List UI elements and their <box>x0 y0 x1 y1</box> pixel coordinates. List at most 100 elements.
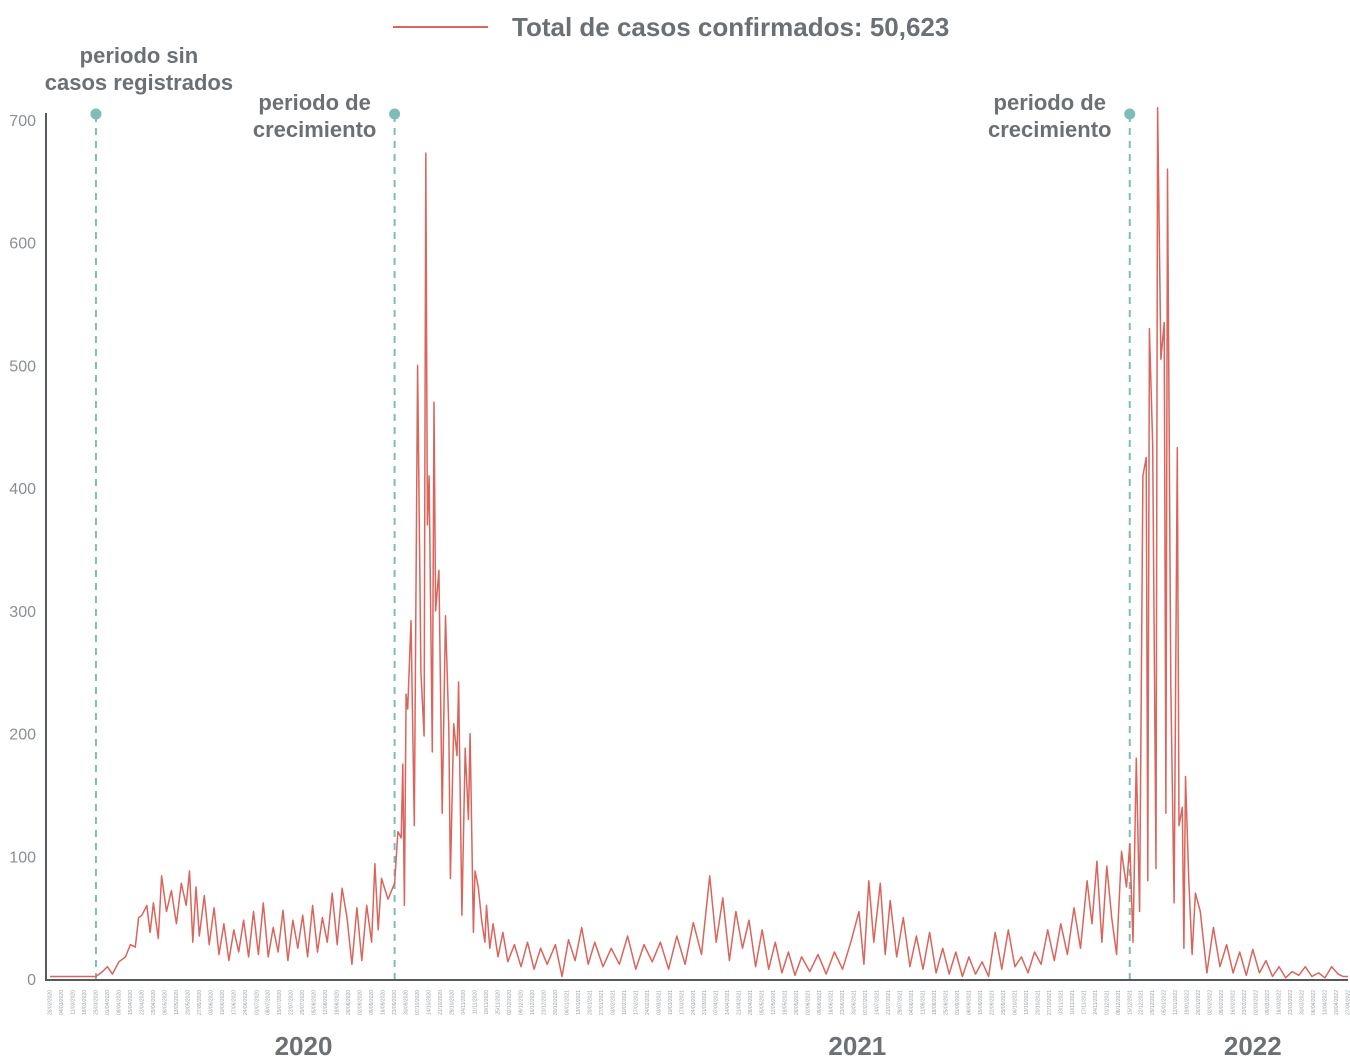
x-tick-label: 12/05/2021 <box>771 990 777 1015</box>
annotation-label: periodo de crecimiento <box>988 90 1112 142</box>
annotation-label: periodo sin casos registrados <box>45 43 233 95</box>
series <box>50 106 1348 979</box>
x-tick-label: 03/11/2021 <box>1058 990 1064 1015</box>
x-tick-label: 09/03/2022 <box>1265 990 1271 1015</box>
x-tick-label: 26/05/2021 <box>794 990 800 1015</box>
x-tick-label: 28/07/2021 <box>898 990 904 1015</box>
x-tick-label: 22/04/2020 <box>139 990 145 1015</box>
x-tick-label: 09/09/2020 <box>369 990 375 1015</box>
x-tick-label: 21/04/2021 <box>737 990 743 1015</box>
x-tick-label: 15/09/2021 <box>978 990 984 1015</box>
x-tick-label: 19/08/2020 <box>335 990 341 1015</box>
x-tick-label: 24/02/2021 <box>645 990 651 1015</box>
x-tick-label: 01/09/2021 <box>955 990 961 1015</box>
x-tick-label: 29/07/2020 <box>300 990 306 1015</box>
x-tick-labels: 26/02/2020 04/03/2020 11/03/2020 18/03/2020… <box>48 990 1350 1015</box>
x-tick-label: 02/12/2020 <box>507 990 513 1015</box>
x-tick-label: 29/12/2021 <box>1150 990 1156 1015</box>
x-tick-label: 15/07/2020 <box>277 990 283 1015</box>
x-tick-label: 11/03/2020 <box>70 990 76 1015</box>
x-tick-label: 02/03/2022 <box>1254 990 1260 1015</box>
year-label: 2022 <box>1224 1031 1282 1059</box>
x-tick-label: 05/01/2022 <box>1162 990 1168 1015</box>
series-line <box>50 106 1348 979</box>
x-tick-label: 17/02/2021 <box>633 990 639 1015</box>
x-tick-label: 29/04/2020 <box>151 990 157 1015</box>
x-tick-label: 07/04/2021 <box>714 990 720 1015</box>
x-tick-label: 16/03/2022 <box>1277 990 1283 1015</box>
x-tick-label: 13/10/2021 <box>1024 990 1030 1015</box>
x-tick-label: 27/10/2021 <box>1047 990 1053 1015</box>
x-tick-label: 23/03/2022 <box>1288 990 1294 1015</box>
x-tick-label: 30/06/2021 <box>852 990 858 1015</box>
x-tick-label: 16/12/2020 <box>530 990 536 1015</box>
x-tick-label: 20/04/2022 <box>1334 990 1340 1015</box>
x-tick-label: 26/02/2020 <box>48 990 54 1015</box>
y-tick-label: 600 <box>9 236 36 253</box>
x-tick-label: 24/03/2021 <box>691 990 697 1015</box>
x-tick-label: 03/02/2021 <box>610 990 616 1015</box>
x-tick-label: 30/03/2022 <box>1300 990 1306 1015</box>
x-tick-label: 15/04/2020 <box>128 990 134 1015</box>
annotation-label: periodo de crecimiento <box>253 90 377 142</box>
y-tick-label: 700 <box>9 113 36 130</box>
x-tick-label: 17/06/2020 <box>231 990 237 1015</box>
x-tick-label: 20/01/2021 <box>587 990 593 1015</box>
annotation-marker <box>1124 108 1136 120</box>
x-tick-label: 12/08/2020 <box>323 990 329 1015</box>
x-tick-label: 03/03/2021 <box>656 990 662 1015</box>
x-tick-label: 26/01/2022 <box>1196 990 1202 1015</box>
y-tick-label: 300 <box>9 604 36 621</box>
year-label: 2021 <box>828 1031 886 1059</box>
x-tick-label: 25/03/2020 <box>93 990 99 1015</box>
x-tick-label: 10/06/2020 <box>220 990 226 1015</box>
x-tick-label: 10/03/2021 <box>668 990 674 1015</box>
x-tick-label: 19/05/2021 <box>783 990 789 1015</box>
x-tick-label: 16/02/2022 <box>1231 990 1237 1015</box>
x-tick-label: 13/04/2022 <box>1323 990 1329 1015</box>
x-tick-label: 24/06/2020 <box>243 990 249 1015</box>
x-tick-label: 18/08/2021 <box>932 990 938 1015</box>
x-tick-label: 25/08/2021 <box>943 990 949 1015</box>
x-tick-label: 15/12/2021 <box>1127 990 1133 1015</box>
x-tick-label: 28/04/2021 <box>748 990 754 1015</box>
x-tick-label: 17/03/2021 <box>679 990 685 1015</box>
x-tick-label: 05/08/2020 <box>312 990 318 1015</box>
x-tick-label: 23/09/2020 <box>392 990 398 1015</box>
x-tick-label: 03/06/2020 <box>208 990 214 1015</box>
legend: Total de casos confirmados: 50,623 <box>393 12 949 42</box>
x-tick-label: 01/07/2020 <box>254 990 260 1015</box>
x-tick-label: 01/12/2021 <box>1104 990 1110 1015</box>
x-tick-label: 02/06/2021 <box>806 990 812 1015</box>
x-tick-label: 09/02/2022 <box>1219 990 1225 1015</box>
x-tick-label: 02/09/2020 <box>358 990 364 1015</box>
x-tick-label: 13/01/2021 <box>576 990 582 1015</box>
x-tick-label: 10/02/2021 <box>622 990 628 1015</box>
y-tick-label: 100 <box>9 849 36 866</box>
x-tick-label: 25/11/2020 <box>495 990 501 1015</box>
x-tick-label: 04/08/2021 <box>909 990 915 1015</box>
x-tick-label: 08/12/2021 <box>1116 990 1122 1015</box>
x-tick-label: 23/06/2021 <box>840 990 846 1015</box>
x-tick-label: 04/03/2020 <box>59 990 65 1015</box>
x-tick-label: 06/04/2022 <box>1311 990 1317 1015</box>
y-tick-label: 500 <box>9 358 36 375</box>
x-tick-label: 08/09/2021 <box>966 990 972 1015</box>
x-tick-label: 14/10/2020 <box>427 990 433 1015</box>
x-tick-label: 23/12/2020 <box>541 990 547 1015</box>
x-tick-label: 10/11/2021 <box>1070 990 1076 1015</box>
year-labels: 2020 2021 2022 <box>275 1031 1282 1059</box>
x-tick-label: 23/02/2022 <box>1242 990 1248 1015</box>
x-tick-label: 16/06/2021 <box>829 990 835 1015</box>
x-tick-label: 17/11/2021 <box>1081 990 1087 1015</box>
x-tick-label: 21/07/2021 <box>886 990 892 1015</box>
x-tick-label: 22/09/2021 <box>989 990 995 1015</box>
x-tick-label: 13/05/2020 <box>174 990 180 1015</box>
legend-label: Total de casos confirmados: 50,623 <box>512 12 949 42</box>
x-tick-label: 05/05/2021 <box>760 990 766 1015</box>
annotation-marker <box>90 108 102 120</box>
x-tick-label: 19/01/2022 <box>1185 990 1191 1015</box>
annotations: periodo sin casos registrados periodo de cr… <box>45 43 1136 979</box>
x-tick-label: 30/09/2020 <box>404 990 410 1015</box>
